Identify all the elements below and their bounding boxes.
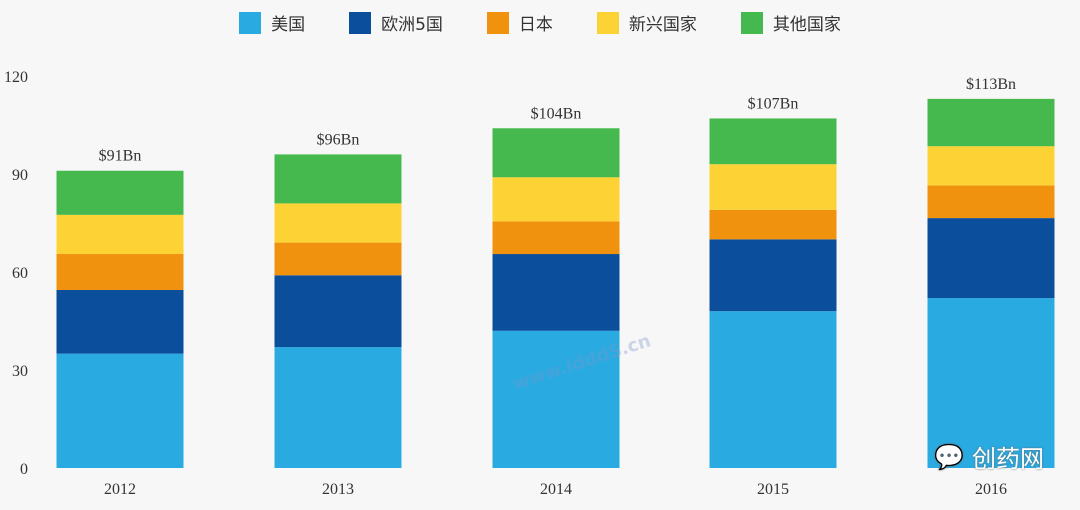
legend-item: 新兴国家 (596, 10, 697, 35)
legend-item: 欧洲5国 (349, 10, 443, 35)
legend-item: 日本 (486, 10, 553, 35)
legend-label: 欧洲5国 (381, 15, 443, 35)
total-label: $91Bn (99, 148, 142, 165)
bar-segment (56, 289, 184, 354)
wechat-icon: 💬 (934, 442, 964, 471)
chart-legend: 美国 欧洲5国 日本 新兴国家 其他国家 (0, 10, 1080, 35)
legend-item: 其他国家 (740, 10, 841, 35)
x-tick-label: 2014 (540, 481, 572, 498)
bar-segment (274, 203, 402, 243)
total-label: $104Bn (531, 105, 582, 122)
legend-label: 美国 (271, 15, 306, 35)
bar-segment (492, 254, 620, 331)
x-tick-label: 2015 (757, 481, 789, 498)
bar-segment (927, 146, 1055, 186)
bar-segment (274, 347, 402, 468)
bar-segment (927, 298, 1055, 468)
bar-segment (274, 154, 402, 204)
y-tick-label: 30 (12, 363, 28, 380)
bar-segment (492, 330, 620, 468)
total-label: $113Bn (966, 76, 1016, 93)
bar-segment (927, 98, 1055, 147)
bar-segment (927, 185, 1055, 219)
total-label: $96Bn (317, 131, 360, 148)
bar-segment (709, 118, 837, 165)
legend-swatch (596, 11, 619, 34)
brand-watermark: 💬 创药网 (934, 439, 1044, 474)
bar-segment (709, 239, 837, 312)
y-tick-label: 90 (12, 167, 28, 184)
x-tick-label: 2012 (104, 481, 136, 498)
y-tick-label: 0 (20, 461, 28, 478)
y-tick-label: 60 (12, 265, 28, 282)
legend-item: 美国 (239, 10, 305, 35)
bar-segment (709, 311, 837, 468)
bar-segment (274, 242, 402, 276)
legend-label: 日本 (518, 15, 553, 35)
bar-segment (56, 170, 184, 215)
bar-segment (927, 218, 1055, 299)
legend-label: 新兴国家 (628, 15, 697, 35)
bar-segment (492, 221, 620, 255)
legend-swatch (486, 11, 509, 34)
total-label: $107Bn (748, 95, 799, 112)
bar-segment (492, 177, 620, 222)
legend-swatch (239, 11, 262, 34)
bar-segment (492, 128, 620, 178)
legend-label: 其他国家 (772, 15, 841, 35)
legend-swatch (349, 11, 372, 34)
bar-segment (709, 209, 837, 240)
bar-segment (56, 353, 184, 468)
bar-segment (56, 254, 184, 290)
x-tick-label: 2013 (322, 481, 354, 498)
legend-swatch (740, 11, 763, 34)
x-tick-label: 2016 (975, 481, 1007, 498)
bar-segment (56, 214, 184, 255)
y-tick-label: 120 (4, 69, 28, 86)
bar-segment (274, 275, 402, 348)
bar-segment (709, 164, 837, 210)
brand-watermark-text: 创药网 (972, 445, 1044, 473)
